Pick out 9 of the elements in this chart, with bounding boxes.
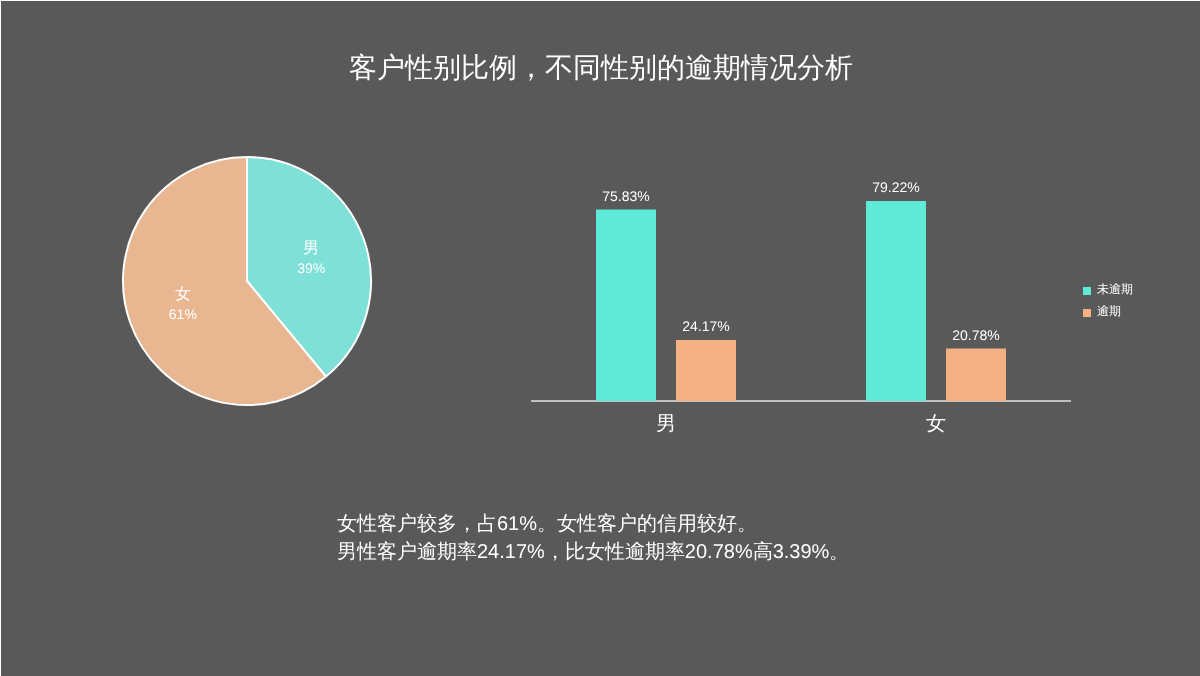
bar [866,201,926,401]
bar [676,339,736,401]
bar [596,209,656,401]
text: 客户性别比例，不同性别的逾期情况分析 [349,51,853,83]
text: 女性客户较多，占61%。女性客户的信用较好。 [337,512,758,536]
slice-label: 女 [174,285,191,304]
text: 男性客户逾期率24.17%，比女性逾期率20.78%高3.39%。 [337,540,850,564]
slice-label: 男 [303,238,320,257]
bar [946,348,1006,401]
